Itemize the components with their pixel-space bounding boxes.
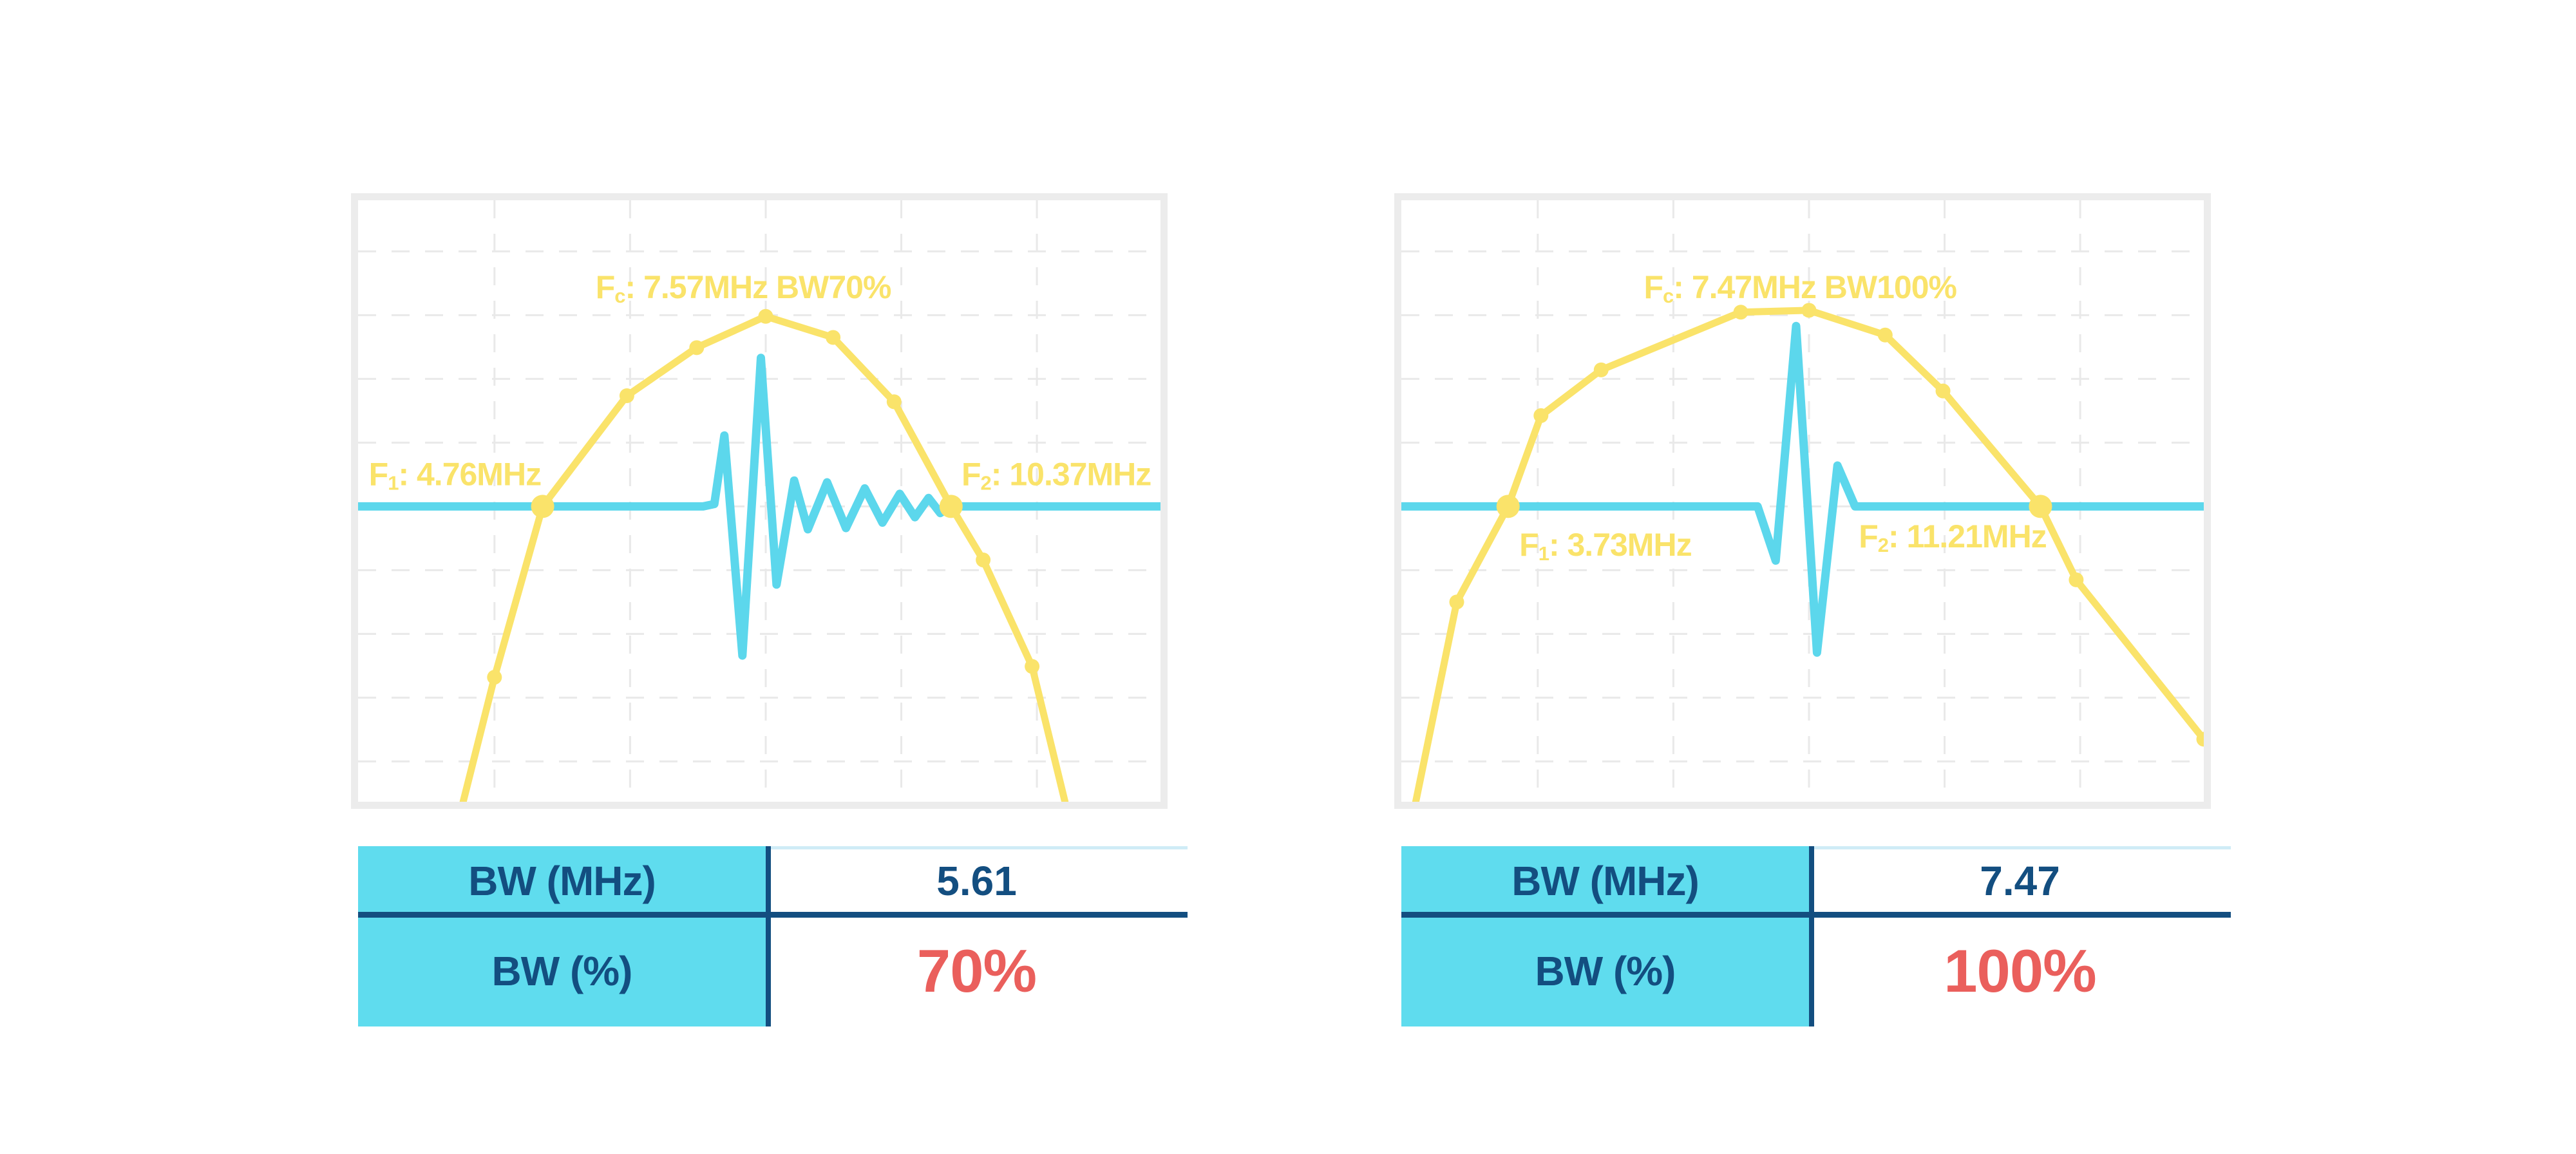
bw-table-label-column bbox=[358, 846, 766, 1026]
bw-table-label-column bbox=[1401, 846, 1809, 1026]
pulse-spectrum-chart-100pct-canvas: Fc: 7.47MHz BW100% F1: 3.73MHz F2: 11.21MH… bbox=[1401, 200, 2204, 802]
bw-mhz-value: 7.47 bbox=[1980, 857, 2060, 904]
table-row-separator bbox=[1401, 912, 2231, 918]
bw-pct-label: BW (%) bbox=[1535, 947, 1676, 994]
bw-table-70pct: BW (MHz) 5.61 BW (%) 70% bbox=[358, 846, 1188, 1026]
table-top-accent-line bbox=[771, 846, 1188, 849]
f2-label: F2: 10.37MHz bbox=[961, 457, 1151, 495]
pulse-spectrum-chart-70pct-canvas: Fc: 7.57MHz BW70% F1: 4.76MHz F2: 10.37MHz bbox=[358, 200, 1160, 802]
table-row-separator bbox=[358, 912, 1188, 918]
table-top-accent-line bbox=[1814, 846, 2231, 849]
pulse-spectrum-chart-100pct: Fc: 7.47MHz BW100% F1: 3.73MHz F2: 11.21MH… bbox=[1394, 193, 2211, 809]
f2-label: F2: 11.21MHz bbox=[1859, 518, 2046, 556]
bw-mhz-label: BW (MHz) bbox=[468, 857, 656, 904]
bw-pct-value: 70% bbox=[916, 936, 1037, 1005]
bw-mhz-value: 5.61 bbox=[936, 857, 1017, 904]
bw-table-100pct: BW (MHz) 7.47 BW (%) 100% bbox=[1401, 846, 2231, 1026]
fc-label: Fc: 7.47MHz BW100% bbox=[1644, 269, 1957, 307]
table-column-separator bbox=[1809, 846, 1814, 1026]
table-column-separator bbox=[766, 846, 771, 1026]
bw-mhz-label: BW (MHz) bbox=[1511, 857, 1700, 904]
bw-pct-label: BW (%) bbox=[491, 947, 633, 994]
bw-pct-value: 100% bbox=[1944, 936, 2096, 1005]
f1-label: F1: 3.73MHz bbox=[1519, 527, 1691, 565]
f1-label: F1: 4.76MHz bbox=[369, 457, 541, 495]
fc-label: Fc: 7.57MHz BW70% bbox=[596, 269, 891, 307]
pulse-spectrum-chart-70pct: Fc: 7.57MHz BW70% F1: 4.76MHz F2: 10.37MHz bbox=[351, 193, 1168, 809]
